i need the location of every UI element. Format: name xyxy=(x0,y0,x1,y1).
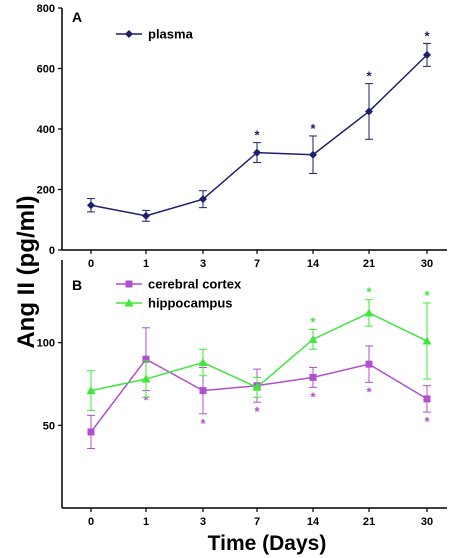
legend-label: hippocampus xyxy=(148,296,233,311)
x-tick-label: 21 xyxy=(363,516,375,528)
y-tick-label: 50 xyxy=(43,420,55,432)
y-tick-label: 800 xyxy=(37,3,55,15)
x-tick-label: 0 xyxy=(88,258,94,270)
significance-star: * xyxy=(366,69,372,84)
panel-a-chart: 0 200 400 600 800 0 1 3 7 14 21 30 A * * * * plasma xyxy=(37,3,447,270)
y-tick-label: 400 xyxy=(37,124,55,136)
x-tick-label: 21 xyxy=(363,258,375,270)
panel-label: B xyxy=(72,277,82,293)
y-tick-label: 100 xyxy=(37,338,55,350)
y-tick-label: 200 xyxy=(37,185,55,197)
significance-star: * xyxy=(254,128,260,143)
y-tick-label: 0 xyxy=(49,245,55,257)
x-axis-label: Time (Days) xyxy=(208,532,327,555)
significance-star: * xyxy=(310,389,316,404)
data-point xyxy=(86,386,96,395)
data-point xyxy=(422,336,432,345)
data-point xyxy=(199,195,207,204)
x-tick-label: 3 xyxy=(200,258,206,270)
data-point xyxy=(87,428,95,436)
data-point xyxy=(365,360,373,368)
x-tick-label: 3 xyxy=(200,516,206,528)
x-tick-label: 1 xyxy=(143,516,149,528)
data-point xyxy=(364,308,374,317)
y-tick-label: 600 xyxy=(37,64,55,76)
legend-label: cerebral cortex xyxy=(148,277,242,292)
x-tick-label: 7 xyxy=(254,258,260,270)
significance-star: * xyxy=(310,314,316,329)
legend-label: plasma xyxy=(148,27,194,42)
data-point xyxy=(309,150,317,159)
significance-star: * xyxy=(424,288,430,303)
significance-star: * xyxy=(424,28,430,43)
significance-star: * xyxy=(310,121,316,136)
y-axis-label: Ang II (pg/ml) xyxy=(13,195,40,348)
x-tick-label: 14 xyxy=(307,258,320,270)
x-tick-label: 7 xyxy=(254,516,260,528)
significance-star: * xyxy=(424,414,430,429)
significance-star: * xyxy=(143,393,149,408)
x-tick-label: 14 xyxy=(307,516,320,528)
data-point xyxy=(365,107,373,116)
data-point xyxy=(141,374,151,383)
series-line xyxy=(90,312,428,392)
data-point xyxy=(423,395,431,403)
data-point xyxy=(423,50,431,59)
data-point xyxy=(198,358,208,367)
x-tick-label: 0 xyxy=(88,516,94,528)
legend-marker xyxy=(125,280,133,288)
data-point xyxy=(87,201,95,210)
x-tick-label: 30 xyxy=(421,516,433,528)
data-point xyxy=(308,334,318,343)
data-point xyxy=(142,211,150,220)
data-point xyxy=(253,148,261,157)
x-tick-label: 30 xyxy=(421,258,433,270)
data-point xyxy=(252,382,262,391)
legend-marker xyxy=(124,298,134,307)
significance-star: * xyxy=(254,404,260,419)
significance-star: * xyxy=(366,285,372,300)
significance-star: * xyxy=(200,416,206,431)
significance-star: * xyxy=(366,384,372,399)
panel-label: A xyxy=(72,9,82,25)
data-point xyxy=(309,373,317,381)
x-tick-label: 1 xyxy=(143,258,149,270)
legend-marker xyxy=(125,30,133,38)
series-line xyxy=(90,358,428,433)
data-point xyxy=(142,355,150,363)
data-point xyxy=(199,387,207,395)
